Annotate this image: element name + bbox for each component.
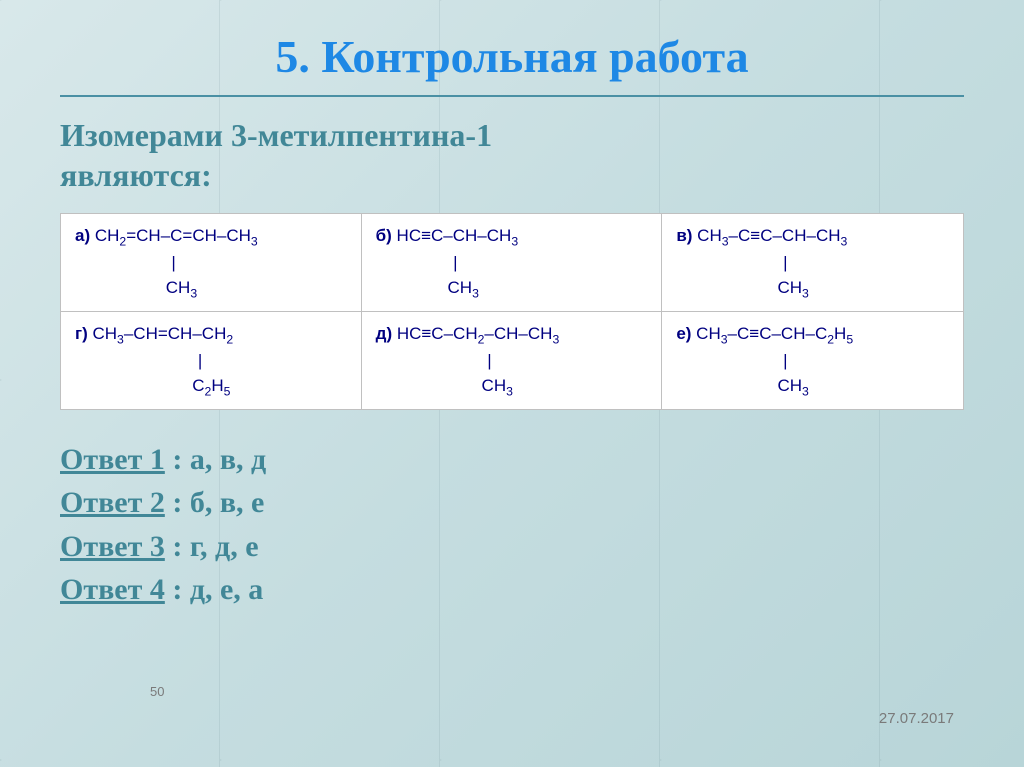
- answer-3: Ответ 3 : г, д, е: [60, 525, 964, 569]
- title-rule: [60, 95, 964, 97]
- slide: 5. Контрольная работа Изомерами 3-метилп…: [0, 0, 1024, 767]
- formula-e-label: д): [376, 324, 392, 343]
- slide-date: 27.07.2017: [879, 710, 954, 727]
- formula-c: в) CH3–C≡C–CH–CH3 | CH3: [662, 214, 963, 312]
- formula-a: а) CH2=CH–C=CH–CH3 | CH3: [61, 214, 362, 312]
- formula-table: а) CH2=CH–C=CH–CH3 | CH3 б) HC≡C–CH–CH3 …: [60, 213, 964, 410]
- question-line-2: являются:: [60, 157, 212, 193]
- formula-d-label: г): [75, 324, 88, 343]
- slide-number: 50: [150, 684, 164, 699]
- question-text: Изомерами 3-метилпентина-1 являются:: [60, 115, 964, 195]
- formula-e: д) HC≡C–CH2–CH–CH3 | CH3: [362, 312, 663, 409]
- formula-f: е) CH3–C≡C–CH–C2H5 | CH3: [662, 312, 963, 409]
- answer-1: Ответ 1 : а, в, д: [60, 438, 964, 482]
- formula-d: г) CH3–CH=CH–CH2 | C2H5: [61, 312, 362, 409]
- formula-b: б) HC≡C–CH–CH3 | CH3: [362, 214, 663, 312]
- formula-f-label: е): [676, 324, 691, 343]
- answers-block: Ответ 1 : а, в, д Ответ 2 : б, в, е Отве…: [60, 438, 964, 612]
- slide-title: 5. Контрольная работа: [60, 30, 964, 83]
- formula-a-label: а): [75, 226, 90, 245]
- question-line-1: Изомерами 3-метилпентина-1: [60, 117, 492, 153]
- answer-4: Ответ 4 : д, е, а: [60, 568, 964, 612]
- formula-c-label: в): [676, 226, 692, 245]
- answer-2: Ответ 2 : б, в, е: [60, 481, 964, 525]
- formula-b-label: б): [376, 226, 392, 245]
